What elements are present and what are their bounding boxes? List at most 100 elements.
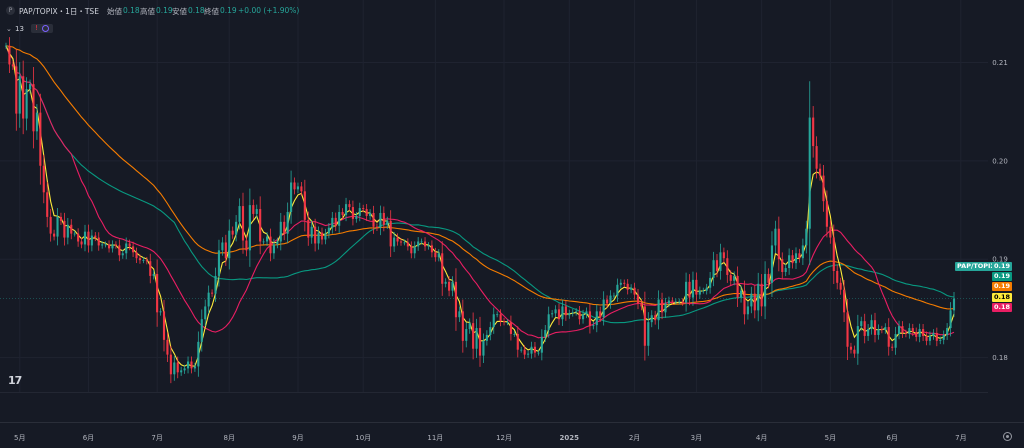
candle-body bbox=[891, 346, 894, 348]
candle-body bbox=[173, 362, 176, 375]
candle-body bbox=[293, 182, 296, 190]
candle-body bbox=[640, 303, 643, 307]
candle-body bbox=[527, 353, 530, 355]
candle-body bbox=[647, 322, 650, 346]
candle-body bbox=[482, 340, 485, 356]
candle-body bbox=[516, 333, 519, 350]
candle-body bbox=[228, 230, 231, 259]
candle-body bbox=[159, 311, 162, 313]
candle-body bbox=[554, 309, 557, 314]
candle-body bbox=[427, 245, 430, 247]
candle-body bbox=[671, 300, 674, 302]
indicator-status-badge[interactable]: ! bbox=[31, 24, 53, 33]
candle-body bbox=[300, 186, 303, 192]
close-value: 0.19 bbox=[220, 6, 237, 15]
candle-body bbox=[403, 242, 406, 244]
pane-separator[interactable] bbox=[0, 392, 988, 393]
candle-body bbox=[478, 328, 482, 356]
candle-body bbox=[757, 283, 760, 311]
candle-body bbox=[925, 335, 928, 341]
chevron-down-icon[interactable]: ⌄ bbox=[6, 25, 12, 33]
candle-body bbox=[331, 217, 334, 228]
candle-body bbox=[42, 165, 45, 193]
candle-body bbox=[358, 208, 361, 216]
candle-body bbox=[355, 215, 358, 219]
candle-body bbox=[630, 287, 633, 290]
candle-body bbox=[801, 245, 804, 259]
candle-body bbox=[283, 221, 286, 234]
candle-body bbox=[492, 314, 495, 328]
candle-body bbox=[382, 212, 385, 225]
candle-body bbox=[592, 325, 595, 327]
candle-body bbox=[169, 354, 172, 375]
chart-header: P PAP/TOPIX・1日・TSE 始値 0.18 高値 0.19 安値 0.… bbox=[0, 0, 1024, 22]
symbol-title[interactable]: PAP/TOPIX・1日・TSE bbox=[19, 7, 99, 16]
candle-body bbox=[764, 273, 767, 307]
candle-body bbox=[502, 321, 506, 323]
candle-body bbox=[468, 323, 471, 330]
ma-slow-line bbox=[5, 45, 955, 324]
candle-body bbox=[46, 192, 49, 217]
candle-body bbox=[90, 235, 93, 246]
tradingview-logo-icon[interactable]: 17 bbox=[8, 374, 22, 387]
candle-body bbox=[846, 312, 849, 347]
candle-body bbox=[204, 306, 207, 320]
candle-body bbox=[922, 329, 925, 336]
candle-body bbox=[458, 311, 461, 318]
candle-body bbox=[149, 261, 152, 276]
gear-icon[interactable] bbox=[1003, 432, 1012, 441]
y-tick-label: 0.21 bbox=[992, 59, 1008, 67]
candle-body bbox=[774, 228, 777, 246]
candle-body bbox=[303, 191, 306, 220]
candle-body bbox=[853, 349, 856, 354]
indicator-count[interactable]: 13 bbox=[15, 25, 24, 33]
candle-body bbox=[180, 370, 183, 373]
candle-body bbox=[307, 219, 310, 238]
candle-body bbox=[952, 298, 956, 311]
candle-body bbox=[238, 206, 241, 222]
candle-body bbox=[396, 237, 399, 242]
candle-body bbox=[788, 255, 791, 269]
grid bbox=[0, 0, 988, 392]
candle-body bbox=[578, 311, 581, 320]
candle-body bbox=[743, 290, 746, 315]
candle-body bbox=[581, 314, 585, 320]
candle-body bbox=[932, 332, 935, 336]
candle-body bbox=[770, 245, 774, 283]
candle-body bbox=[904, 332, 907, 334]
candle-body bbox=[489, 327, 492, 335]
candle-body bbox=[678, 301, 681, 303]
candle-body bbox=[97, 237, 100, 246]
candle-body bbox=[602, 299, 605, 318]
candle-body bbox=[849, 346, 853, 350]
candle-body bbox=[733, 275, 736, 281]
candle-body bbox=[338, 211, 341, 226]
candle-body bbox=[276, 241, 279, 245]
candle-body bbox=[781, 259, 784, 272]
x-tick-label: 9月 bbox=[292, 434, 303, 442]
candle-body bbox=[420, 241, 423, 243]
candle-body bbox=[406, 242, 409, 247]
candle-body bbox=[557, 309, 561, 320]
candle-body bbox=[650, 315, 653, 323]
candle-body bbox=[564, 306, 567, 316]
symbol-icon: P bbox=[6, 6, 15, 15]
candle-body bbox=[375, 226, 379, 228]
candle-body bbox=[626, 283, 629, 290]
candle-body bbox=[183, 368, 186, 371]
candle-body bbox=[372, 212, 375, 227]
candle-body bbox=[674, 301, 677, 303]
candle-body bbox=[585, 311, 588, 315]
candle-body bbox=[128, 243, 131, 247]
candle-body bbox=[633, 287, 636, 295]
candle-body bbox=[575, 311, 578, 313]
candle-body bbox=[142, 260, 145, 261]
x-tick-label: 10月 bbox=[355, 434, 371, 442]
candle-body bbox=[410, 246, 413, 254]
candle-body bbox=[348, 204, 351, 208]
candle-body bbox=[252, 205, 255, 214]
candle-body bbox=[4, 45, 8, 47]
candle-body bbox=[588, 311, 591, 327]
candle-body bbox=[324, 233, 327, 240]
